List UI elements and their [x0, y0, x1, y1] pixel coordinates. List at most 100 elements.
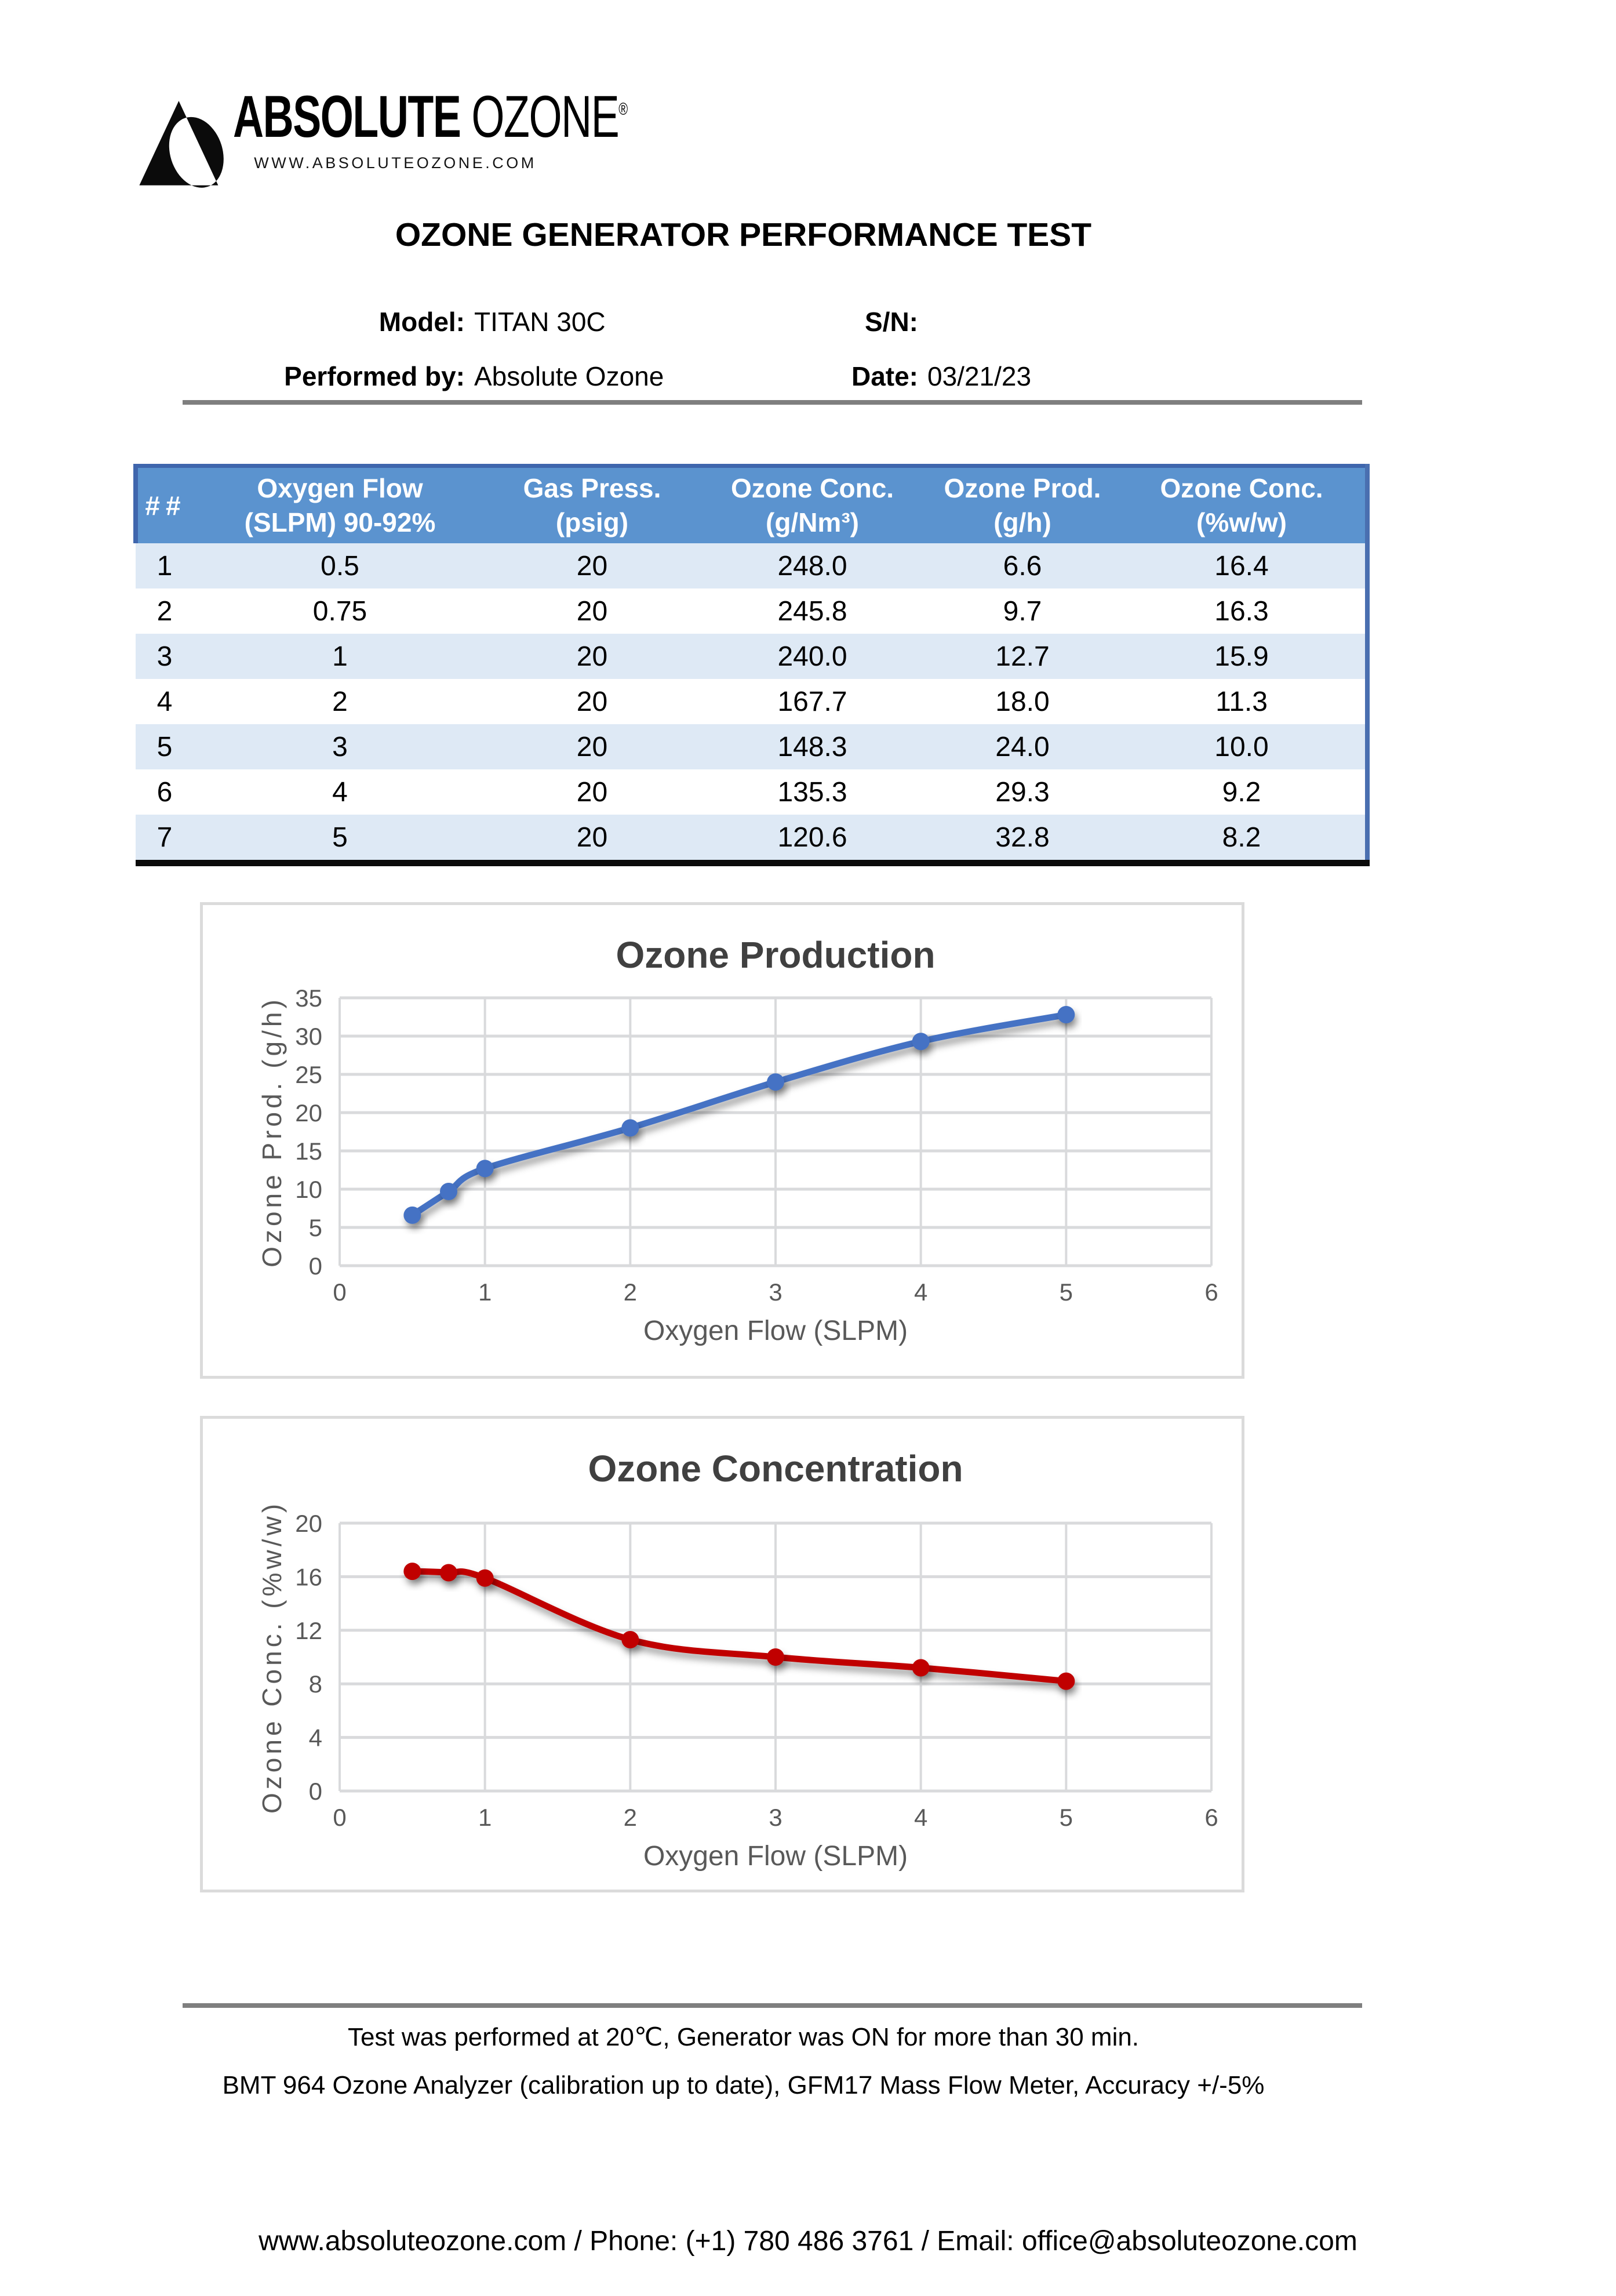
table-cell: 10.0: [1118, 724, 1370, 769]
y-tick-label: 20: [295, 1510, 322, 1537]
y-tick-label: 0: [309, 1252, 322, 1280]
y-tick-label: 12: [295, 1617, 322, 1644]
data-point: [767, 1073, 784, 1091]
table-row: 7 5 20 120.6 32.8 8.2: [136, 815, 1370, 866]
x-tick-label: 0: [333, 1278, 346, 1306]
info-block: Model: TITAN 30C S/N: Performed by: Abso…: [133, 306, 1171, 392]
x-tick-label: 4: [914, 1278, 927, 1306]
table-row: 6 4 20 135.3 29.3 9.2: [136, 769, 1370, 815]
x-tick-label: 1: [478, 1278, 492, 1306]
table-header-cell: Gas Press. (psig): [486, 464, 698, 543]
table-cell: 9.2: [1118, 769, 1370, 815]
x-tick-label: 2: [624, 1278, 637, 1306]
y-tick-label: 4: [309, 1724, 322, 1752]
table-row: 5 3 20 148.3 24.0 10.0: [136, 724, 1370, 769]
table-cell: 16.3: [1118, 588, 1370, 634]
x-tick-label: 5: [1060, 1804, 1073, 1831]
data-point: [440, 1182, 457, 1200]
table-cell: 1: [194, 634, 486, 679]
x-tick-label: 6: [1204, 1278, 1218, 1306]
x-tick-label: 2: [624, 1804, 637, 1831]
x-tick-label: 1: [478, 1804, 492, 1831]
chart-title: Ozone Concentration: [588, 1448, 963, 1490]
y-tick-label: 30: [295, 1023, 322, 1050]
table-row: 2 0.75 20 245.8 9.7 16.3: [136, 588, 1370, 634]
page-title: OZONE GENERATOR PERFORMANCE TEST: [395, 216, 1092, 253]
separator-rule-bottom: [183, 2003, 1362, 2008]
table-header: ## Oxygen Flow (SLPM) 90-92% Gas Press. (psi…: [133, 464, 1370, 543]
table-cell: 20: [576, 686, 608, 717]
table-cell: 120.6: [698, 815, 927, 866]
table-body: 1 0.5 20 248.0 6.6 16.4 2 0.75 20 245.8 9.7 16.3 3 1 2…: [136, 543, 1370, 866]
y-tick-label: 16: [295, 1563, 322, 1590]
logo-website: WWW.ABSOLUTEOZONE.COM: [254, 154, 537, 172]
data-point-markers: [403, 1006, 1075, 1224]
table-cell: 6: [156, 776, 173, 808]
logo-wordmark-bold: ABSOLUTE: [233, 83, 461, 150]
table-header-cell: Ozone Conc. (g/Nm³): [698, 464, 927, 543]
logo-wordmark-light: OZONE: [471, 83, 619, 150]
y-tick-label: 35: [295, 984, 322, 1012]
x-tick-label: 3: [769, 1804, 782, 1831]
data-point: [767, 1648, 784, 1666]
table-cell: 9.7: [1003, 595, 1042, 627]
data-point-markers: [403, 1563, 1075, 1690]
table-cell: 20: [576, 776, 608, 808]
contact-footer: www.absoluteozone.com / Phone: (+1) 780 …: [259, 2226, 1357, 2257]
table-cell: 6.6: [927, 543, 1118, 588]
y-tick-label: 0: [309, 1778, 322, 1805]
table-cell: 20: [486, 634, 698, 679]
x-tick-label: 3: [769, 1278, 782, 1306]
table-cell: 245.8: [777, 595, 847, 627]
y-tick-label: 5: [309, 1214, 322, 1241]
table-cell: 240.0: [698, 634, 927, 679]
table-cell: 1: [136, 543, 194, 588]
table-cell: 0.5: [194, 543, 486, 588]
performed-by-label: Performed by:: [284, 361, 465, 391]
table-cell: 7: [136, 815, 194, 866]
table-cell: 0.75: [312, 595, 367, 627]
performed-by-value: Absolute Ozone: [474, 361, 664, 391]
table-cell: 20: [486, 815, 698, 866]
y-tick-label: 15: [295, 1138, 322, 1165]
x-tick-label: 0: [333, 1804, 346, 1831]
table-cell: 20: [486, 543, 698, 588]
data-point: [912, 1033, 930, 1051]
separator-rule-top: [183, 400, 1362, 405]
table-cell: 248.0: [698, 543, 927, 588]
table-cell: 2: [332, 686, 348, 717]
model-value: TITAN 30C: [474, 307, 606, 337]
x-tick-label: 6: [1204, 1804, 1218, 1831]
performance-table: ## Oxygen Flow (SLPM) 90-92% Gas Press. (psi…: [133, 464, 1370, 866]
table-header-cell: Ozone Prod. (g/h): [927, 464, 1118, 543]
series-line: [409, 1011, 1069, 1219]
table-cell: 24.0: [927, 724, 1118, 769]
y-axis-label: Ozone Prod. (g/h): [257, 996, 287, 1267]
absolute-ozone-logo-icon: [139, 101, 224, 188]
note-equipment: BMT 964 Ozone Analyzer (calibration up t…: [222, 2071, 1265, 2099]
tick-labels: 0 1 2 3 4 5 6 0 5 10 15 20 25 30 35: [295, 984, 1218, 1306]
table-cell: 167.7: [777, 686, 847, 717]
table-cell: 4: [332, 776, 348, 808]
table-cell: 5: [194, 815, 486, 866]
table-cell: 16.4: [1118, 543, 1370, 588]
y-tick-label: 10: [295, 1176, 322, 1203]
table-cell: 2: [156, 595, 173, 627]
data-point: [1057, 1672, 1075, 1690]
table-row: 4 2 20 167.7 18.0 11.3: [136, 679, 1370, 724]
y-tick-label: 25: [295, 1061, 322, 1088]
serial-number-label: S/N:: [865, 307, 918, 337]
x-axis-label: Oxygen Flow (SLPM): [643, 1316, 908, 1346]
chart-title: Ozone Production: [616, 934, 935, 976]
series-line: [409, 1568, 1069, 1685]
table-cell: 4: [156, 686, 173, 717]
data-point: [403, 1563, 421, 1581]
table-cell: 8.2: [1118, 815, 1370, 866]
data-point: [476, 1160, 494, 1178]
table-cell: 18.0: [995, 686, 1050, 717]
table-row: 1 0.5 20 248.0 6.6 16.4: [136, 543, 1370, 588]
table-header-cell: ##: [133, 464, 194, 543]
